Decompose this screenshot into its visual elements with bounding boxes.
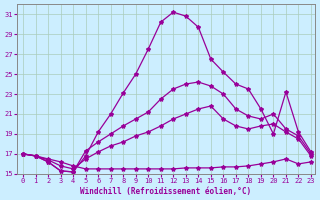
X-axis label: Windchill (Refroidissement éolien,°C): Windchill (Refroidissement éolien,°C) xyxy=(80,187,251,196)
